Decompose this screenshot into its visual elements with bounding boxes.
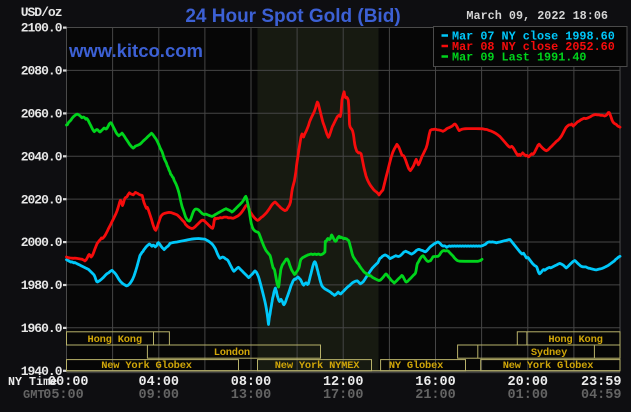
svg-text:Hong Kong: Hong Kong — [548, 334, 602, 346]
svg-text:2000.0: 2000.0 — [21, 235, 63, 250]
svg-text:Mar 08 NY close 2052.60: Mar 08 NY close 2052.60 — [452, 40, 615, 54]
svg-text:16:00: 16:00 — [415, 375, 456, 390]
svg-text:09:00: 09:00 — [139, 388, 180, 403]
svg-text:21:00: 21:00 — [415, 388, 456, 403]
svg-text:New York Globex: New York Globex — [503, 360, 594, 372]
svg-text:00:00: 00:00 — [48, 375, 89, 390]
svg-text:13:00: 13:00 — [231, 388, 272, 403]
svg-text:London: London — [214, 347, 250, 359]
svg-text:NY Time: NY Time — [8, 375, 57, 389]
svg-text:04:00: 04:00 — [139, 375, 180, 390]
svg-text:24 Hour Spot Gold (Bid): 24 Hour Spot Gold (Bid) — [185, 6, 400, 27]
svg-text:20:00: 20:00 — [508, 375, 549, 390]
svg-text:GMT: GMT — [23, 388, 45, 402]
svg-text:Mar 09 Last 1991.40: Mar 09 Last 1991.40 — [452, 51, 587, 65]
svg-text:2100.0: 2100.0 — [21, 21, 63, 36]
svg-text:1980.0: 1980.0 — [21, 278, 63, 293]
svg-text:08:00: 08:00 — [231, 375, 272, 390]
svg-text:New York Globex: New York Globex — [101, 360, 192, 372]
svg-text:1960.0: 1960.0 — [21, 321, 63, 336]
svg-text:12:00: 12:00 — [323, 375, 364, 390]
svg-text:USD/oz: USD/oz — [21, 5, 62, 20]
svg-text:www.kitco.com: www.kitco.com — [68, 40, 203, 61]
svg-text:Mar 07 NY close 1998.60: Mar 07 NY close 1998.60 — [452, 30, 615, 44]
svg-text:2020.0: 2020.0 — [21, 192, 63, 207]
svg-text:New York NYMEX: New York NYMEX — [275, 360, 360, 372]
svg-text:Sydney: Sydney — [531, 347, 568, 359]
svg-text:05:00: 05:00 — [43, 388, 84, 403]
svg-text:NY Globex: NY Globex — [389, 360, 443, 372]
svg-text:23:59: 23:59 — [581, 375, 622, 390]
svg-text:01:00: 01:00 — [508, 388, 549, 403]
svg-text:2060.0: 2060.0 — [21, 107, 63, 122]
svg-text:1940.0: 1940.0 — [21, 364, 63, 379]
svg-text:2080.0: 2080.0 — [21, 64, 63, 79]
svg-text:Hong Kong: Hong Kong — [88, 334, 142, 346]
svg-text:2040.0: 2040.0 — [21, 149, 63, 164]
svg-text:04:59: 04:59 — [581, 388, 622, 403]
svg-text:17:00: 17:00 — [323, 388, 364, 403]
svg-text:March 09, 2022 18:06: March 09, 2022 18:06 — [466, 9, 608, 23]
